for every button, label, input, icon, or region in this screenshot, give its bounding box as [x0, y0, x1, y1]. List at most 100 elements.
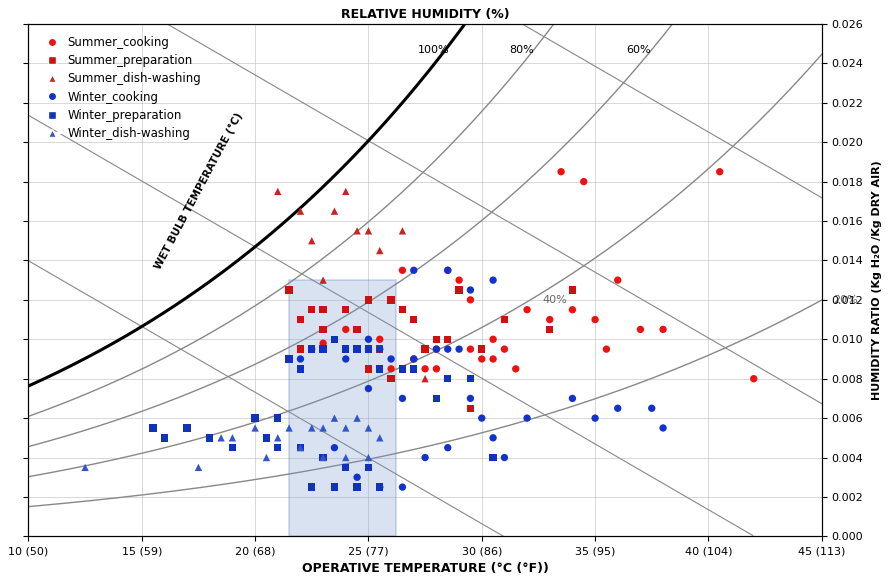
Winter_cooking — [294, 354, 308, 364]
Summer_preparation — [441, 335, 455, 344]
Summer_cooking — [554, 167, 568, 177]
Summer_dish-washing — [316, 276, 330, 285]
Winter_preparation — [282, 354, 296, 364]
Summer_cooking — [441, 266, 455, 275]
X-axis label: OPERATIVE TEMPERATURE (°C (°F)): OPERATIVE TEMPERATURE (°C (°F)) — [302, 561, 548, 575]
Winter_cooking — [418, 453, 433, 462]
Winter_dish-washing — [316, 423, 330, 433]
Y-axis label: HUMIDITY RATIO (Kg H₂O /Kg DRY AIR): HUMIDITY RATIO (Kg H₂O /Kg DRY AIR) — [871, 160, 882, 400]
Summer_dish-washing — [339, 187, 353, 196]
Winter_preparation — [339, 463, 353, 472]
Summer_cooking — [339, 325, 353, 334]
Summer_dish-washing — [294, 206, 308, 216]
Summer_preparation — [294, 315, 308, 324]
Legend: Summer_cooking, Summer_preparation, Summer_dish-washing, Winter_cooking, Winter_: Summer_cooking, Summer_preparation, Summ… — [35, 30, 207, 146]
Winter_preparation — [395, 364, 409, 374]
Winter_preparation — [350, 345, 364, 354]
Winter_cooking — [474, 413, 489, 423]
Winter_preparation — [180, 423, 194, 433]
Winter_preparation — [294, 443, 308, 452]
Summer_cooking — [418, 345, 433, 354]
Summer_dish-washing — [373, 246, 387, 255]
Summer_preparation — [407, 315, 421, 324]
Winter_cooking — [361, 384, 376, 393]
Winter_cooking — [644, 403, 659, 413]
Winter_cooking — [395, 483, 409, 492]
Winter_cooking — [441, 345, 455, 354]
Summer_preparation — [361, 295, 376, 304]
Summer_cooking — [656, 325, 670, 334]
Summer_cooking — [747, 374, 761, 384]
Summer_preparation — [373, 345, 387, 354]
Summer_preparation — [304, 305, 319, 314]
Winter_dish-washing — [248, 423, 263, 433]
Summer_preparation — [429, 335, 443, 344]
Winter_dish-washing — [78, 463, 93, 472]
Winter_cooking — [350, 345, 364, 354]
Winter_dish-washing — [328, 413, 342, 423]
Winter_cooking — [328, 443, 342, 452]
Winter_preparation — [350, 483, 364, 492]
Winter_dish-washing — [361, 423, 376, 433]
Summer_cooking — [588, 315, 603, 324]
Summer_cooking — [418, 364, 433, 374]
Summer_dish-washing — [395, 226, 409, 236]
Winter_cooking — [407, 266, 421, 275]
Winter_cooking — [384, 354, 398, 364]
Summer_cooking — [361, 345, 376, 354]
Winter_dish-washing — [191, 463, 206, 472]
Text: 40%: 40% — [542, 295, 567, 305]
Summer_cooking — [429, 345, 443, 354]
Winter_preparation — [316, 453, 330, 462]
Summer_preparation — [543, 325, 557, 334]
Summer_cooking — [611, 276, 625, 285]
Winter_preparation — [294, 364, 308, 374]
Winter_preparation — [441, 374, 455, 384]
Winter_cooking — [498, 453, 512, 462]
Winter_preparation — [225, 443, 239, 452]
Summer_preparation — [464, 403, 478, 413]
Winter_preparation — [328, 483, 342, 492]
Winter_preparation — [158, 433, 172, 442]
Winter_cooking — [316, 345, 330, 354]
Summer_preparation — [328, 335, 342, 344]
Winter_cooking — [373, 345, 387, 354]
Winter_dish-washing — [304, 423, 319, 433]
Text: 20%: 20% — [833, 295, 858, 305]
Summer_preparation — [350, 325, 364, 334]
Summer_cooking — [474, 354, 489, 364]
Summer_preparation — [498, 315, 512, 324]
Summer_preparation — [339, 345, 353, 354]
Winter_cooking — [464, 285, 478, 294]
Winter_preparation — [407, 364, 421, 374]
Winter_cooking — [656, 423, 670, 433]
Winter_cooking — [486, 433, 500, 442]
Summer_dish-washing — [418, 374, 433, 384]
Winter_preparation — [373, 483, 387, 492]
Summer_cooking — [464, 345, 478, 354]
Summer_cooking — [599, 345, 613, 354]
Winter_cooking — [350, 473, 364, 482]
Text: 100%: 100% — [418, 45, 449, 55]
Winter_preparation — [316, 345, 330, 354]
Winter_preparation — [146, 423, 160, 433]
Winter_cooking — [452, 345, 466, 354]
Winter_dish-washing — [294, 443, 308, 452]
Summer_preparation — [384, 374, 398, 384]
Summer_preparation — [384, 295, 398, 304]
Winter_preparation — [361, 345, 376, 354]
Winter_preparation — [248, 413, 263, 423]
Winter_cooking — [339, 354, 353, 364]
Summer_cooking — [509, 364, 523, 374]
Summer_cooking — [384, 364, 398, 374]
Winter_preparation — [271, 413, 285, 423]
Summer_preparation — [294, 345, 308, 354]
Winter_cooking — [441, 266, 455, 275]
Summer_cooking — [486, 354, 500, 364]
Winter_cooking — [611, 403, 625, 413]
Summer_cooking — [543, 315, 557, 324]
Summer_cooking — [395, 266, 409, 275]
Summer_dish-washing — [361, 226, 376, 236]
Summer_dish-washing — [304, 236, 319, 245]
Winter_dish-washing — [373, 433, 387, 442]
